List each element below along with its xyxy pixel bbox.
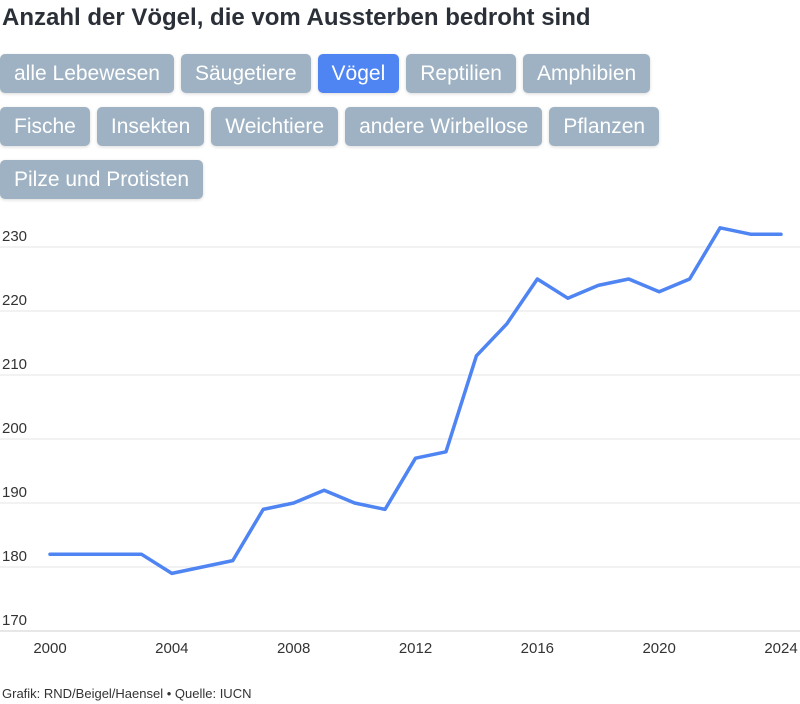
x-tick-label: 2012 — [399, 640, 432, 657]
filter-button[interactable]: Säugetiere — [180, 54, 311, 93]
filter-button[interactable]: Insekten — [96, 107, 205, 146]
y-tick-label: 190 — [2, 484, 27, 501]
y-tick-label: 180 — [2, 548, 27, 565]
filter-button[interactable]: Reptilien — [406, 54, 516, 93]
y-tick-label: 170 — [2, 612, 27, 629]
filter-button[interactable]: andere Wirbellose — [345, 107, 543, 146]
source-note: Grafik: RND/Beigel/Haensel • Quelle: IUC… — [2, 686, 252, 701]
y-tick-label: 200 — [2, 420, 27, 437]
filter-row: Fische Insekten Weichtiere andere Wirbellos… — [0, 107, 660, 146]
filter-button[interactable]: Amphibien — [522, 54, 651, 93]
y-tick-label: 210 — [2, 356, 27, 373]
x-tick-label: 2020 — [642, 640, 675, 657]
chart-title: Anzahl der Vögel, die vom Aussterben bed… — [2, 4, 591, 31]
line-chart: 170 180 190 200 210 220 230 2000 2004 2008 2012 201… — [0, 226, 800, 657]
filter-button[interactable]: Pilze und Protisten — [0, 160, 204, 199]
y-tick-label: 220 — [2, 292, 27, 309]
series-line — [48, 226, 783, 576]
x-tick-label: 2008 — [277, 640, 310, 657]
filter-row: Pilze und Protisten — [0, 160, 204, 199]
filter-button[interactable]: Pflanzen — [549, 107, 660, 146]
filter-row: alle Lebewesen Säugetiere Vögel Reptilien Am… — [0, 54, 651, 93]
filter-button[interactable]: alle Lebewesen — [0, 54, 174, 93]
x-tick-label: 2004 — [155, 640, 188, 657]
x-tick-label: 2000 — [33, 640, 66, 657]
filter-button[interactable]: Fische — [0, 107, 90, 146]
filter-button[interactable]: Weichtiere — [211, 107, 339, 146]
x-tick-label: 2016 — [521, 640, 554, 657]
filter-button[interactable]: Vögel — [317, 54, 400, 93]
y-tick-label: 230 — [2, 228, 27, 245]
x-tick-label: 2024 — [764, 640, 797, 657]
